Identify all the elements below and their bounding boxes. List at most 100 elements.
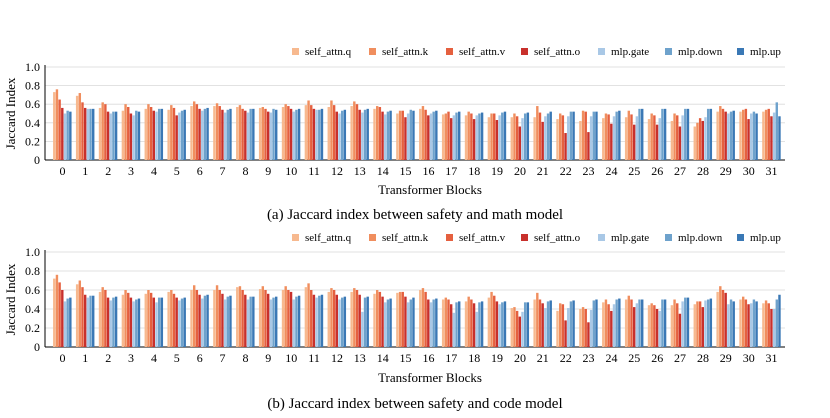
y-tick-label: 0.2 <box>25 134 40 148</box>
bar-mlp-gate-block-13 <box>361 112 364 160</box>
bar-mlp-gate-block-31 <box>772 309 776 347</box>
bar-mlp-up-block-27 <box>686 108 690 160</box>
bar-mlp-up-block-2 <box>114 111 118 160</box>
bar-mlp-up-block-11 <box>320 108 324 160</box>
bar-mlp-gate-block-27 <box>681 115 684 160</box>
bar-mlp-gate-block-23 <box>589 309 593 347</box>
bar-mlp-down-block-30 <box>752 111 756 160</box>
bar-self-attn-k-block-23 <box>581 110 585 160</box>
bar-self-attn-q-block-9 <box>258 107 262 160</box>
bar-self-attn-q-block-27 <box>670 305 674 347</box>
bar-self-attn-o-block-10 <box>289 291 293 347</box>
x-tick-label: 4 <box>151 164 157 178</box>
y-tick-label: 0.6 <box>25 283 40 297</box>
bar-mlp-down-block-13 <box>363 109 367 160</box>
bar-mlp-up-block-18 <box>480 112 484 160</box>
bar-mlp-up-block-15 <box>412 297 415 347</box>
x-tick-label: 8 <box>242 351 248 365</box>
bar-self-attn-v-block-6 <box>195 104 199 160</box>
x-tick-label: 11 <box>308 351 320 365</box>
bar-mlp-down-block-3 <box>135 299 138 347</box>
bar-mlp-up-block-2 <box>114 296 118 347</box>
x-tick-label: 19 <box>491 351 503 365</box>
bar-self-attn-v-block-2 <box>104 290 107 347</box>
bar-self-attn-q-block-5 <box>167 291 170 347</box>
bar-self-attn-v-block-14 <box>378 106 382 160</box>
bar-mlp-down-block-26 <box>661 108 664 160</box>
bar-self-attn-q-block-26 <box>647 305 651 347</box>
bar-self-attn-q-block-27 <box>670 120 674 160</box>
bar-self-attn-q-block-25 <box>624 117 628 160</box>
bar-self-attn-q-block-2 <box>98 291 102 347</box>
legend-label: mlp.down <box>678 232 723 244</box>
bar-self-attn-k-block-9 <box>261 106 265 160</box>
x-tick-label: 14 <box>377 164 389 178</box>
bar-self-attn-o-block-10 <box>289 108 293 160</box>
bar-mlp-up-block-30 <box>755 301 758 347</box>
bar-self-attn-k-block-8 <box>238 105 242 160</box>
bar-self-attn-q-block-25 <box>624 299 628 347</box>
bar-self-attn-q-block-6 <box>190 106 193 160</box>
bar-mlp-gate-block-30 <box>750 303 753 347</box>
bar-mlp-gate-block-28 <box>704 300 707 347</box>
bar-mlp-gate-block-8 <box>246 112 250 160</box>
x-tick-label: 27 <box>674 351 686 365</box>
bar-self-attn-k-block-11 <box>307 100 310 160</box>
bar-mlp-up-block-16 <box>435 110 438 160</box>
bar-self-attn-v-block-29 <box>721 108 725 160</box>
bar-self-attn-q-block-17 <box>441 299 445 347</box>
bar-self-attn-v-block-16 <box>424 109 427 160</box>
bar-mlp-up-block-31 <box>778 116 781 160</box>
bar-mlp-down-block-6 <box>203 108 207 160</box>
bar-self-attn-q-block-8 <box>236 106 239 160</box>
bar-mlp-gate-block-9 <box>269 112 273 160</box>
bar-self-attn-v-block-31 <box>767 108 770 160</box>
bar-mlp-up-block-23 <box>595 111 598 160</box>
bar-mlp-up-block-25 <box>641 108 644 160</box>
bar-self-attn-q-block-19 <box>487 297 491 347</box>
bar-self-attn-o-block-30 <box>747 304 750 347</box>
bar-self-attn-o-block-9 <box>266 111 270 160</box>
bar-self-attn-q-block-18 <box>464 115 468 160</box>
x-tick-label: 19 <box>491 164 503 178</box>
bar-mlp-gate-block-25 <box>635 303 639 347</box>
x-tick-label: 15 <box>400 164 412 178</box>
bar-self-attn-v-block-24 <box>607 304 610 347</box>
bar-self-attn-k-block-21 <box>536 106 539 160</box>
bar-self-attn-v-block-1 <box>81 287 84 347</box>
bar-mlp-gate-block-23 <box>589 116 593 160</box>
bar-mlp-up-block-0 <box>69 297 72 347</box>
bar-mlp-up-block-16 <box>435 298 438 347</box>
bar-self-attn-q-block-3 <box>121 110 125 160</box>
x-tick-label: 24 <box>605 351 617 365</box>
bar-self-attn-k-block-31 <box>764 109 768 160</box>
bar-mlp-down-block-5 <box>180 298 184 347</box>
bar-mlp-gate-block-4 <box>155 111 158 160</box>
bar-self-attn-k-block-12 <box>330 288 333 347</box>
bar-self-attn-k-block-24 <box>604 113 608 160</box>
bar-self-attn-v-block-28 <box>698 118 702 160</box>
bar-self-attn-o-block-3 <box>129 113 133 160</box>
bar-self-attn-o-block-9 <box>266 293 270 347</box>
bar-mlp-down-block-27 <box>684 297 687 347</box>
bar-self-attn-v-block-14 <box>378 291 382 347</box>
legend-swatch <box>521 48 528 55</box>
x-tick-label: 13 <box>354 351 366 365</box>
x-tick-label: 10 <box>285 164 297 178</box>
bar-mlp-down-block-12 <box>340 110 344 160</box>
bar-self-attn-v-block-2 <box>104 104 107 160</box>
bar-self-attn-v-block-12 <box>332 290 336 347</box>
legend-label: mlp.down <box>678 46 723 58</box>
bar-self-attn-k-block-25 <box>627 110 631 160</box>
bar-self-attn-k-block-8 <box>238 286 242 347</box>
bar-mlp-down-block-11 <box>318 295 321 347</box>
bar-self-attn-o-block-20 <box>518 316 522 347</box>
bar-self-attn-o-block-19 <box>495 120 499 160</box>
bar-self-attn-v-block-17 <box>447 299 450 347</box>
bar-self-attn-v-block-8 <box>241 108 244 160</box>
bar-self-attn-o-block-21 <box>541 303 544 347</box>
bar-self-attn-q-block-29 <box>716 111 719 160</box>
bar-mlp-gate-block-19 <box>498 304 501 347</box>
legend-label: self_attn.q <box>305 46 352 58</box>
bar-self-attn-o-block-29 <box>724 111 727 160</box>
